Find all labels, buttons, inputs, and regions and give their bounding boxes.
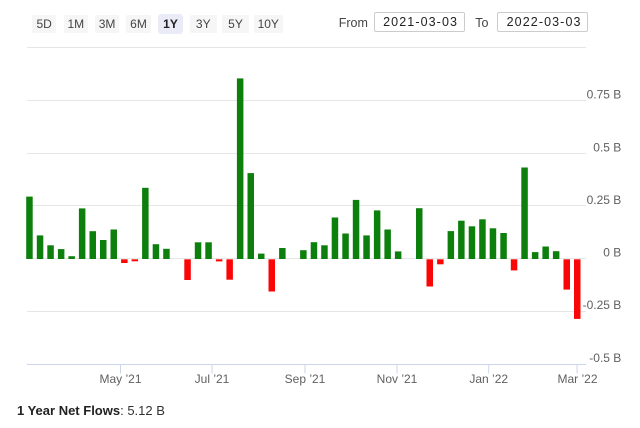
svg-text:Mar ’22: Mar ’22 (557, 372, 597, 386)
svg-text:-0.5 B: -0.5 B (589, 351, 621, 365)
svg-text:0.25 B: 0.25 B (587, 193, 622, 207)
svg-text:-0.25 B: -0.25 B (583, 298, 622, 312)
svg-text:Sep ’21: Sep ’21 (285, 372, 326, 386)
svg-text:Nov ’21: Nov ’21 (377, 372, 418, 386)
svg-text:0 B: 0 B (603, 246, 621, 260)
svg-text:0.5 B: 0.5 B (593, 140, 621, 154)
svg-text:0.75 B: 0.75 B (587, 87, 622, 101)
svg-text:Jan ’22: Jan ’22 (469, 372, 508, 386)
svg-text:May ’21: May ’21 (99, 372, 141, 386)
svg-text:Jul ’21: Jul ’21 (195, 372, 230, 386)
